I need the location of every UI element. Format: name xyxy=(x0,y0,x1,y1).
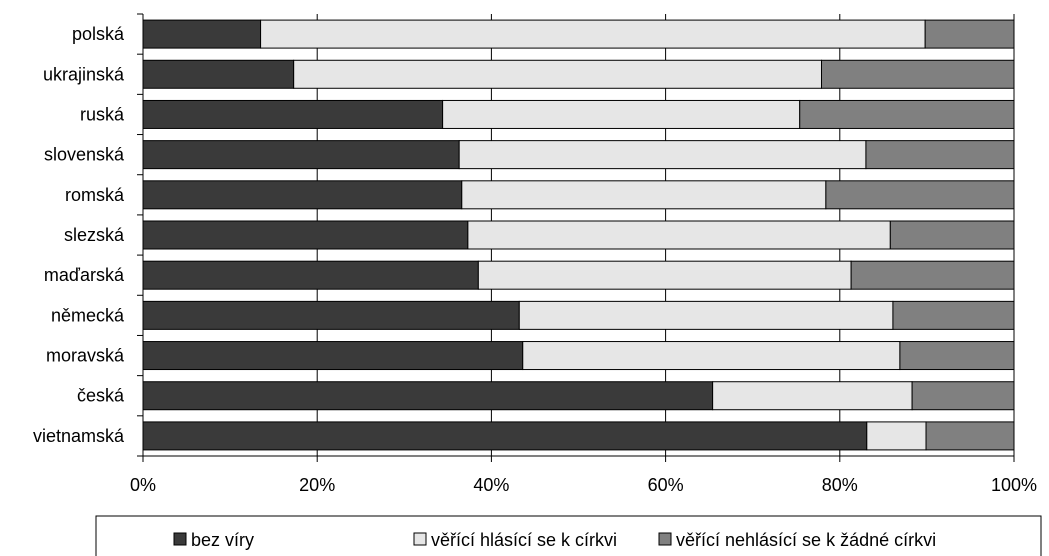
category-labels: polská ukrajinská ruská slovenská romská slez… xyxy=(33,24,125,446)
category-label: vietnamská xyxy=(33,426,125,446)
bar-segment xyxy=(865,140,1015,170)
x-tick-label: 40% xyxy=(473,475,509,495)
x-tick-label: 80% xyxy=(822,475,858,495)
x-tick-label: 100% xyxy=(991,475,1037,495)
bar-segment xyxy=(142,341,524,371)
bar-segment xyxy=(850,260,1015,290)
bar-segment xyxy=(142,260,479,290)
bar-segment xyxy=(142,59,295,89)
category-label: slezská xyxy=(64,225,125,245)
x-tick-labels: 0% 20% 40% 60% 80% 100% xyxy=(130,475,1037,495)
legend-swatch xyxy=(413,532,427,546)
bar-segment xyxy=(142,220,469,250)
bar-segment xyxy=(293,59,823,89)
category-label: romská xyxy=(65,185,125,205)
category-label: česká xyxy=(77,386,125,406)
bar-segment xyxy=(458,140,867,170)
bar-segment xyxy=(142,300,520,330)
bar-segment xyxy=(461,180,827,210)
category-label: polská xyxy=(72,24,125,44)
legend-swatch xyxy=(173,532,187,546)
x-tick-label: 60% xyxy=(648,475,684,495)
x-tick-label: 20% xyxy=(299,475,335,495)
bar-segment xyxy=(899,341,1015,371)
bar-segment xyxy=(821,59,1015,89)
bar-segment xyxy=(799,99,1015,129)
bar-segment xyxy=(866,421,927,451)
legend-swatch xyxy=(658,532,672,546)
bar-segment xyxy=(825,180,1015,210)
bar-segment xyxy=(442,99,801,129)
bar-segment xyxy=(924,19,1015,49)
bar-segment xyxy=(911,381,1015,411)
legend-box xyxy=(95,515,1042,556)
legend-label: věřící hlásící se k církvi xyxy=(431,530,617,550)
legend-label: věřící nehlásící se k žádné církvi xyxy=(676,530,936,550)
category-label: slovenská xyxy=(44,145,125,165)
bar-segment xyxy=(142,140,460,170)
x-tick-label: 0% xyxy=(130,475,156,495)
category-label: maďarská xyxy=(44,265,125,285)
legend-label: bez víry xyxy=(191,530,254,550)
bar-segment xyxy=(712,381,913,411)
bar-segment xyxy=(477,260,852,290)
category-label: ukrajinská xyxy=(43,64,125,84)
bar-segment xyxy=(260,19,926,49)
bars xyxy=(142,19,1015,451)
bar-segment xyxy=(518,300,894,330)
bar-segment xyxy=(522,341,901,371)
bar-segment xyxy=(142,421,868,451)
axes xyxy=(137,13,1015,462)
bar-segment xyxy=(142,99,444,129)
category-label: moravská xyxy=(46,346,125,366)
bar-segment xyxy=(142,19,262,49)
bar-segment xyxy=(892,300,1015,330)
bar-segment xyxy=(467,220,891,250)
category-label: německá xyxy=(51,305,125,325)
bar-segment xyxy=(925,421,1015,451)
legend: bez víry věřící hlásící se k církvi věřící… xyxy=(95,515,1042,556)
bar-segment xyxy=(142,180,463,210)
bar-segment xyxy=(889,220,1015,250)
bar-segment xyxy=(142,381,714,411)
category-label: ruská xyxy=(80,104,125,124)
